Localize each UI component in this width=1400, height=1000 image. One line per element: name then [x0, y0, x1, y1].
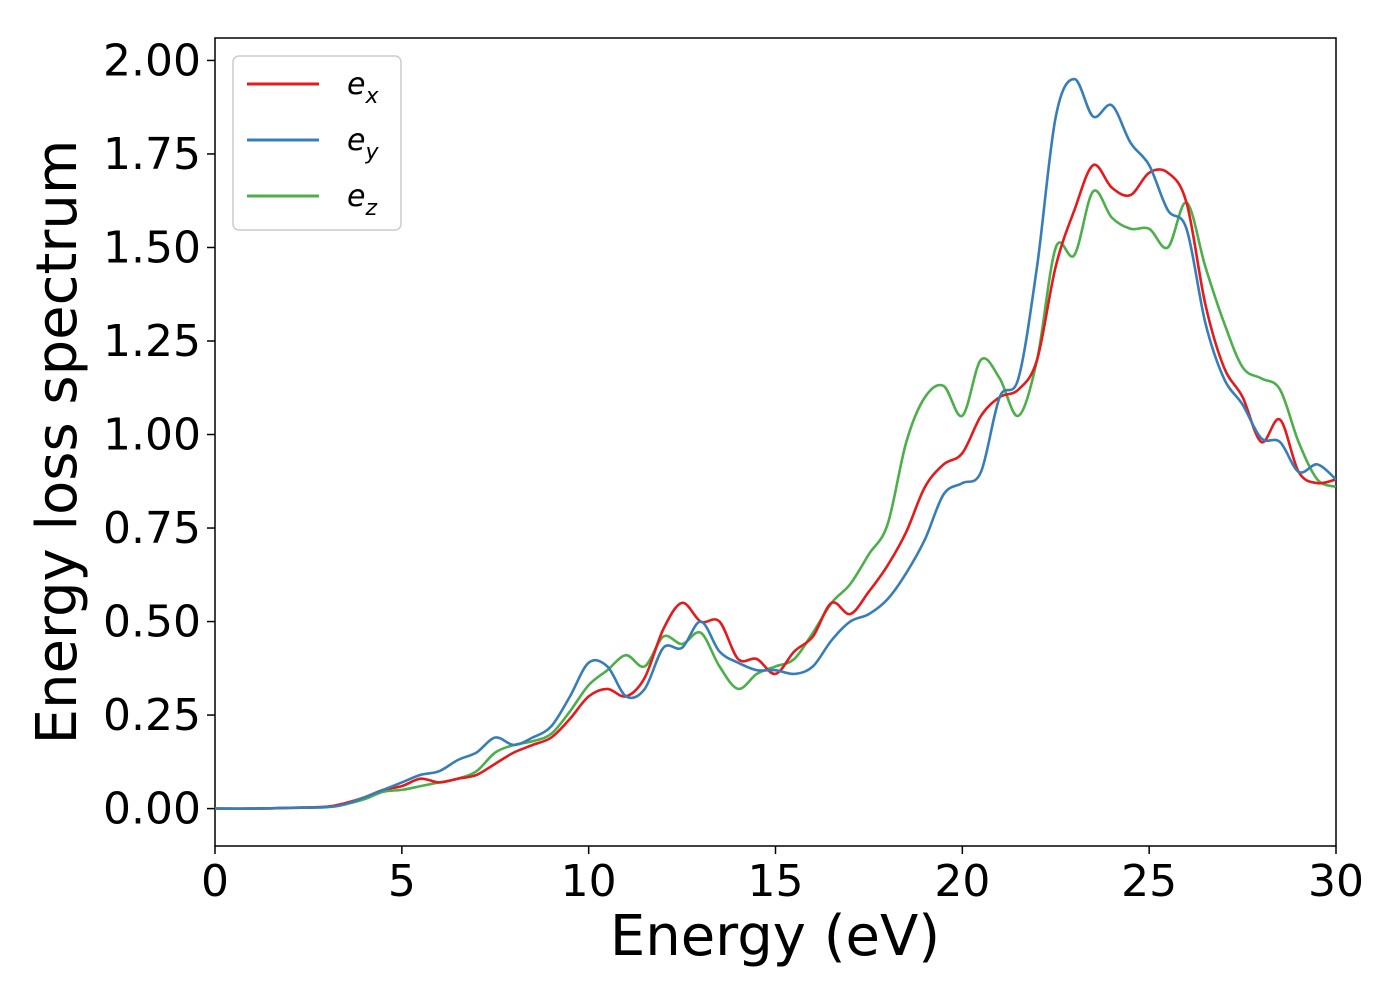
series-line-ey	[215, 77, 1336, 810]
legend-label-ey: ey	[347, 123, 379, 165]
x-axis: 0 5 10 15 20 25 30	[201, 846, 1364, 907]
y-tick-label: 1.00	[103, 410, 201, 461]
legend-label-base: e	[347, 179, 365, 214]
y-axis: 0.00 0.25 0.50 0.75 1.00 1.25 1.50 1.75 2.00	[103, 35, 215, 835]
x-tick-label: 5	[388, 856, 416, 907]
series-layer	[215, 77, 1336, 810]
y-tick-label: 0.25	[103, 690, 201, 741]
x-axis-title: Energy (eV)	[610, 904, 940, 969]
y-tick-label: 1.75	[103, 129, 201, 180]
y-tick-label: 2.00	[103, 35, 201, 86]
y-axis-title: Energy loss spectrum	[25, 140, 90, 745]
y-tick-label: 0.50	[103, 597, 201, 648]
y-tick-label: 1.50	[103, 222, 201, 273]
legend-label-base: e	[347, 67, 365, 102]
y-tick-label: 0.75	[103, 503, 201, 554]
legend-label-subscript: z	[364, 196, 377, 221]
legend-label-base: e	[347, 123, 365, 158]
x-tick-label: 0	[201, 856, 229, 907]
y-tick-label: 0.00	[103, 784, 201, 835]
x-tick-label: 20	[934, 856, 990, 907]
legend-label-subscript: x	[364, 84, 379, 109]
legend-label-ex: ex	[347, 67, 379, 109]
x-tick-label: 25	[1121, 856, 1177, 907]
legend-label-ez: ez	[347, 179, 377, 221]
x-tick-label: 15	[748, 856, 804, 907]
y-tick-label: 1.25	[103, 316, 201, 367]
x-tick-label: 30	[1308, 856, 1364, 907]
legend-frame	[232, 55, 402, 231]
legend-label-subscript: y	[364, 140, 379, 165]
series-line-ex	[215, 163, 1336, 810]
x-tick-label: 10	[561, 856, 617, 907]
